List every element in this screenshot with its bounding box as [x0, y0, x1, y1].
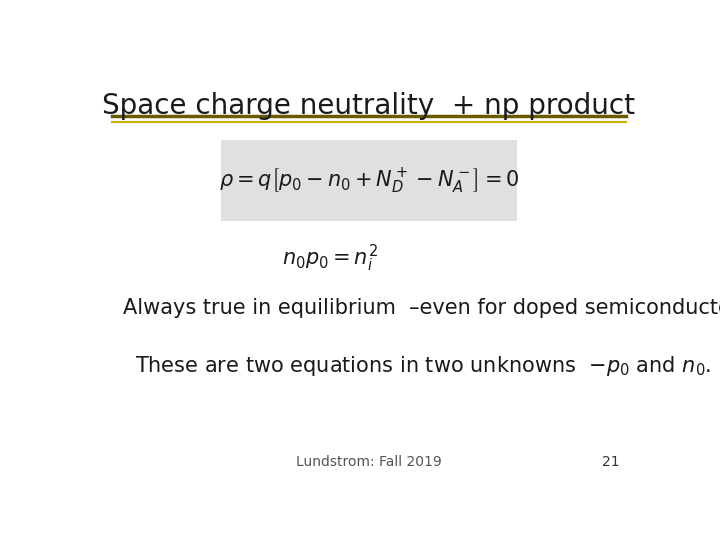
- Text: $\rho = q\left[p_0 - n_0 + N_D^+ - N_A^-\right] = 0$: $\rho = q\left[p_0 - n_0 + N_D^+ - N_A^-…: [219, 166, 519, 194]
- Text: Space charge neutrality  + np product: Space charge neutrality + np product: [102, 92, 636, 120]
- Text: 21: 21: [603, 455, 620, 469]
- Text: Lundstrom: Fall 2019: Lundstrom: Fall 2019: [296, 455, 442, 469]
- Text: $n_0 p_0 = n_i^2$: $n_0 p_0 = n_i^2$: [282, 242, 378, 274]
- FancyBboxPatch shape: [221, 140, 517, 221]
- Text: Always true in equilibrium  –even for doped semiconductors.: Always true in equilibrium –even for dop…: [124, 298, 720, 318]
- Text: These are two equations in two unknowns  $-p_0$ and $n_0$.: These are two equations in two unknowns …: [135, 354, 711, 378]
